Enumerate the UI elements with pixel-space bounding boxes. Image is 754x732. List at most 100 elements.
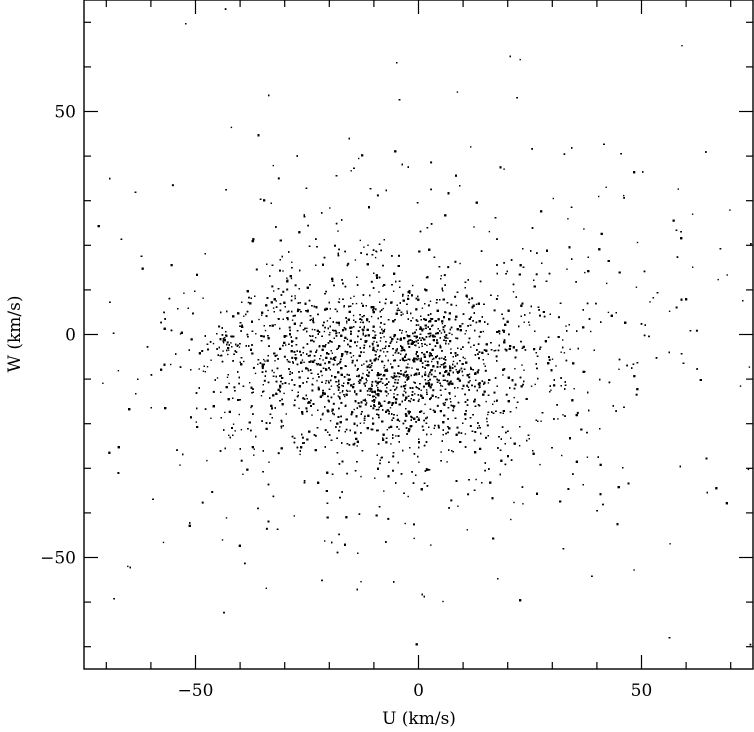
data-point [255,333,257,335]
data-point [338,298,341,300]
data-point [443,335,446,338]
data-point [376,194,379,197]
data-point [373,395,376,397]
data-point [441,385,444,387]
data-point [267,309,269,312]
data-point [371,383,373,385]
data-point [274,324,276,326]
data-point [232,423,235,425]
data-point [539,463,541,466]
data-point [420,389,422,391]
data-point [488,230,491,233]
data-point [210,359,212,361]
data-point [691,213,694,215]
data-point [411,367,413,369]
data-point [322,359,324,361]
data-point [363,363,365,365]
data-point [356,445,358,447]
data-point [359,422,362,424]
data-point [381,332,384,334]
data-point [352,355,355,357]
data-point [548,358,551,361]
data-point [404,419,407,422]
data-point [383,351,385,353]
data-point [390,376,393,378]
data-point [522,503,524,505]
data-point [329,357,332,360]
data-point [261,367,264,370]
data-point [462,374,464,377]
data-point [493,391,496,394]
data-point [271,285,274,288]
data-point [424,371,427,373]
data-point [171,184,174,187]
data-point [428,355,431,358]
data-point [417,324,420,326]
data-point [468,373,471,375]
data-point [454,395,456,397]
data-point [350,297,352,299]
data-point [117,370,120,372]
data-point [429,317,432,320]
data-point [606,282,608,285]
data-point [450,348,452,350]
data-point [567,218,569,220]
data-point [357,330,360,333]
data-point [212,342,215,345]
data-point [449,365,451,367]
data-point [329,331,331,334]
data-point [388,345,391,348]
data-point [469,380,471,382]
data-point [452,360,455,363]
data-point [383,364,386,367]
data-point [359,321,362,323]
data-point [312,403,315,405]
data-point [415,351,418,353]
data-point [360,351,363,354]
data-point [456,371,458,373]
data-point [418,372,420,374]
data-point [464,333,466,335]
data-point [464,433,467,435]
data-point [243,315,245,317]
data-point [264,329,267,332]
data-point [408,346,411,348]
data-point [598,195,600,198]
data-point [358,157,360,160]
data-point [413,537,415,540]
data-point [363,422,365,424]
data-point [442,600,444,603]
data-point [179,333,182,335]
data-point [386,369,389,372]
data-point [512,291,515,293]
data-point [363,351,365,353]
data-point [369,390,371,392]
data-point [421,329,424,332]
data-point [265,527,268,530]
data-point [227,353,229,356]
data-point [275,300,277,302]
data-point [370,364,373,367]
data-point [392,469,394,472]
data-point [354,341,356,344]
data-point [386,429,388,431]
data-point [274,355,277,357]
data-point [291,356,294,359]
data-point [478,357,480,360]
data-point [493,400,496,403]
data-point [551,358,554,360]
data-point [337,395,339,397]
data-point [344,395,346,398]
data-point [339,426,341,428]
data-point [337,416,340,418]
data-point [380,390,383,393]
data-point [555,365,557,367]
data-point [280,427,283,429]
data-point [265,315,268,318]
data-point [353,295,355,298]
data-point [441,322,444,325]
data-point [385,355,387,357]
data-point [374,380,377,383]
data-point [576,411,579,414]
data-point [386,368,388,370]
